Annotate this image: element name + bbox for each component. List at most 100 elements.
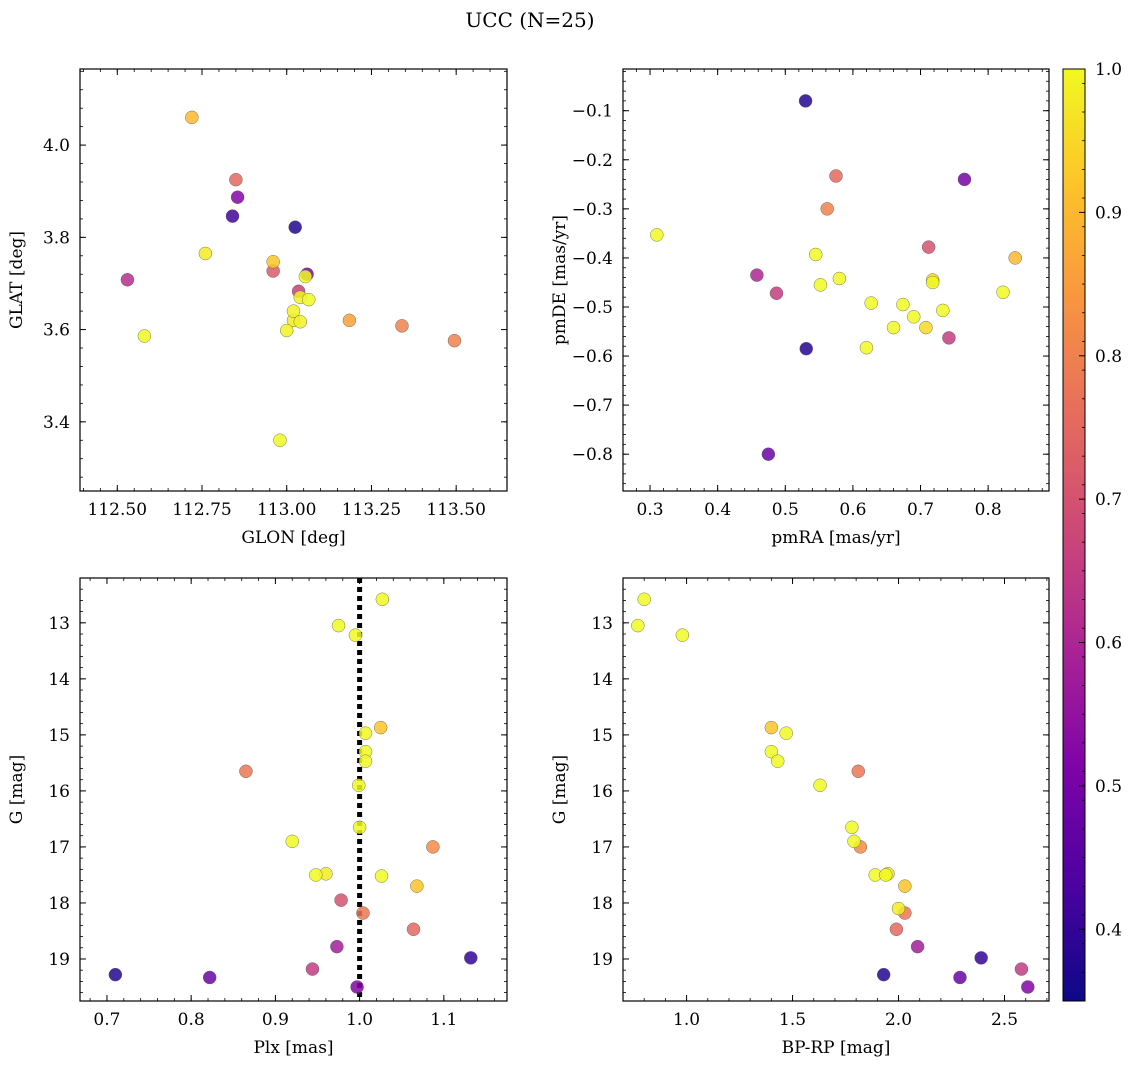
data-point — [919, 320, 933, 335]
data-point — [771, 754, 785, 768]
data-point — [921, 240, 936, 254]
data-point — [374, 869, 389, 883]
data-point — [239, 764, 253, 778]
data-point — [447, 333, 462, 348]
data-point — [813, 778, 827, 792]
y-tick-label: 18 — [48, 894, 70, 914]
x-tick-label: 0.4 — [704, 500, 731, 520]
x-axis-label: Plx [mas] — [253, 1038, 333, 1058]
figure-title: UCC (N=25) — [465, 8, 594, 32]
colorbar-tick-label: 0.5 — [1095, 777, 1122, 797]
data-point — [953, 970, 967, 985]
data-point — [342, 313, 357, 328]
data-point — [750, 268, 764, 282]
data-point — [761, 447, 776, 461]
data-point — [974, 951, 988, 965]
data-point — [864, 296, 878, 310]
x-tick-label: 112.50 — [88, 500, 147, 520]
x-tick-label: 1.1 — [430, 1010, 457, 1030]
axes-frame — [79, 577, 508, 1002]
data-point — [198, 246, 213, 261]
y-tick-label: −0.4 — [572, 249, 613, 269]
y-tick-label: 4.0 — [43, 136, 70, 156]
data-point — [886, 320, 901, 335]
x-tick-label: 0.8 — [975, 500, 1002, 520]
y-tick-label: 3.6 — [43, 321, 70, 341]
data-point — [779, 726, 793, 740]
y-tick-label: 15 — [48, 726, 70, 746]
data-point — [957, 172, 972, 187]
x-tick-label: 0.5 — [772, 500, 799, 520]
panel-4: 1.0 1.5 2.0 2.5 13 14 15 16 17 18 19 BP-RP [mag] G [… — [550, 577, 1050, 1058]
y-tick-label: −0.3 — [572, 200, 613, 220]
colorbar-gradient — [1062, 68, 1086, 1002]
y-tick-label: 14 — [591, 670, 613, 690]
x-tick-label: 0.7 — [907, 500, 934, 520]
data-point — [185, 110, 199, 125]
data-point — [764, 744, 779, 759]
data-point — [352, 820, 367, 835]
data-point — [108, 967, 123, 982]
data-point — [358, 726, 373, 740]
y-tick-label: 16 — [591, 782, 613, 802]
colorbar-tick-label: 0.6 — [1095, 634, 1122, 654]
data-point — [375, 592, 390, 606]
y-axis-label: G [mag] — [7, 755, 27, 824]
x-tick-label: 0.8 — [178, 1010, 205, 1030]
data-point — [832, 271, 847, 286]
y-tick-label: −0.8 — [572, 445, 613, 465]
data-point — [879, 868, 893, 882]
panel-2: 0.3 0.4 0.5 0.6 0.7 0.8 −0.8 −0.7 −0.6 −0.5 −0.4 −0… — [550, 68, 1050, 548]
y-tick-label: −0.2 — [572, 151, 613, 171]
data-point — [637, 592, 651, 606]
data-point — [889, 922, 904, 936]
data-point — [798, 94, 813, 108]
data-point — [813, 278, 828, 292]
y-tick-label: 3.4 — [43, 413, 70, 433]
data-point — [942, 331, 956, 345]
data-point — [356, 906, 370, 920]
y-tick-label: 17 — [591, 838, 613, 858]
data-point — [286, 304, 301, 318]
data-point — [907, 310, 921, 324]
y-tick-label: 16 — [48, 782, 70, 802]
panel-1: 112.50 112.75 113.00 113.25 113.50 3.4 3.6 3.8 4… — [7, 68, 508, 548]
data-point — [266, 255, 280, 269]
data-point — [120, 273, 135, 287]
data-point — [891, 901, 906, 916]
data-point — [352, 778, 366, 792]
x-tick-label: 2.5 — [991, 1010, 1018, 1030]
data-point — [273, 433, 287, 447]
y-tick-label: 18 — [591, 894, 613, 914]
y-axis-label: GLAT [deg] — [7, 231, 27, 329]
y-tick-label: −0.5 — [572, 298, 613, 318]
x-tick-label: 113.50 — [426, 500, 485, 520]
y-tick-label: −0.6 — [572, 347, 613, 367]
y-tick-label: 19 — [48, 950, 70, 970]
x-tick-label: 1.5 — [779, 1010, 806, 1030]
data-point — [203, 970, 217, 985]
data-point — [820, 202, 834, 216]
colorbar: 0.4 0.5 0.6 0.7 0.8 0.9 1.0 — [1062, 60, 1122, 1002]
data-point — [876, 967, 891, 982]
panel-3: 0.7 0.8 0.9 1.0 1.1 13 14 15 16 17 18 19 Plx [mas] G … — [7, 577, 508, 1058]
data-point — [334, 893, 348, 907]
x-axis-label: pmRA [mas/yr] — [771, 528, 900, 548]
colorbar-tick-label: 0.4 — [1095, 920, 1122, 940]
data-point — [910, 939, 925, 954]
data-point — [305, 962, 320, 976]
data-point — [769, 286, 784, 300]
colorbar-tick-label: 0.8 — [1095, 347, 1122, 367]
data-point — [330, 939, 344, 954]
data-point — [1021, 980, 1035, 994]
data-point — [675, 628, 690, 642]
data-point — [137, 329, 152, 343]
data-point — [358, 754, 373, 768]
y-tick-label: 14 — [48, 670, 70, 690]
data-point — [847, 834, 861, 849]
x-tick-label: 0.7 — [93, 1010, 120, 1030]
data-point — [809, 247, 823, 262]
colorbar-tick-label: 1.0 — [1095, 60, 1122, 80]
y-tick-label: 19 — [591, 950, 613, 970]
